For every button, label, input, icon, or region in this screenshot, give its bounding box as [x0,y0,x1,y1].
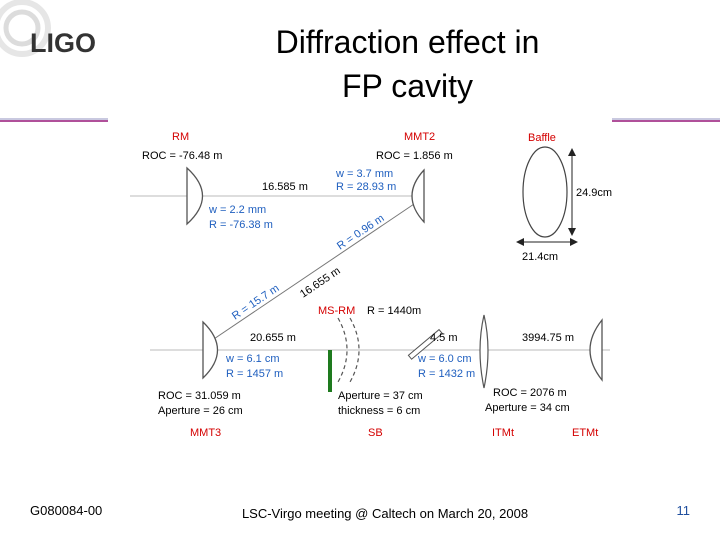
etm-aperture: Aperture = 34 cm [485,402,570,414]
mmt3-aperture: Aperture = 26 cm [158,405,243,417]
rm-beam-w: w = 2.2 mm [208,204,266,216]
page-number: 11 [676,503,691,518]
title-line-1: Diffraction effect in [275,24,540,60]
mmt3-roc: ROC = 31.059 m [158,390,241,402]
sb-plate [328,350,332,392]
itm-lens [479,314,489,389]
rm-mirror [186,166,203,226]
itm-beam-w: w = 6.0 cm [417,353,472,365]
sb-thickness: thickness = 6 cm [338,405,420,417]
meeting-caption: LSC-Virgo meeting @ Caltech on March 20,… [241,506,529,521]
logo-text: LIGO [30,28,96,58]
sb-tilted-plate [407,328,443,360]
mmt2-beam-w: w = 3.7 mm [335,168,393,180]
sb-aperture: Aperture = 37 cm [338,390,423,402]
rm-beam-r: R = -76.38 m [209,219,273,231]
itmt-label: ITMt [492,427,514,439]
mmt3-mirror [202,320,218,380]
mmt3-beam-r: R = 1457 m [226,368,283,380]
header-rule [0,118,720,122]
rm-mmt2-distance: 16.585 m [262,181,308,193]
diagonal-beam [204,199,421,346]
title-line-2: FP cavity [342,68,473,104]
baffle-ellipse [522,146,568,238]
diag-distance: 16.655 m [298,265,343,301]
document-id: G080084-00 [30,503,103,518]
arm-length: 3994.75 m [522,332,574,344]
msrm-label: MS-RM [318,305,355,317]
sb-label: SB [368,427,383,439]
mmt2-label: MMT2 [404,131,435,143]
mmt3-distance: 20.655 m [250,332,296,344]
rm-label: RM [172,131,189,143]
baffle-width: 21.4cm [522,251,558,263]
msrm-r: R = 1440m [367,305,421,317]
slide-title: Diffraction effect in FP cavity [215,20,600,108]
etm-roc: ROC = 2076 m [493,387,567,399]
mmt3-label: MMT3 [190,427,221,439]
diag-r2: R = 15.7 m [230,282,282,322]
sb-itm-distance: 4.5 m [430,332,458,344]
diag-r1: R = 0.96 m [335,212,387,252]
mmt2-beam-r: R = 28.93 m [336,181,396,193]
mmt2-mirror [411,168,425,224]
itm-beam-r: R = 1432 m [418,368,475,380]
mmt2-roc: ROC = 1.856 m [376,150,453,162]
rm-roc: ROC = -76.48 m [142,150,222,162]
baffle-height: 24.9cm [576,187,612,199]
ligo-logo: LIGO [0,0,96,58]
mmt3-beam-w: w = 6.1 cm [225,353,280,365]
baffle-label: Baffle [528,132,556,144]
etmt-label: ETMt [572,427,598,439]
etm-mirror [589,318,603,382]
